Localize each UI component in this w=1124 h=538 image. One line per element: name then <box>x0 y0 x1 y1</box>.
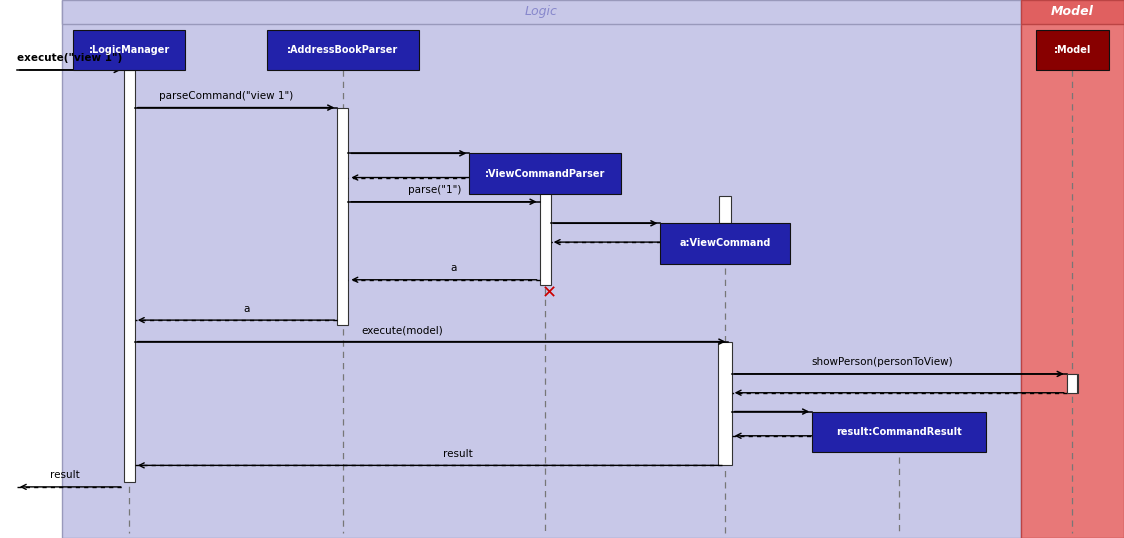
Bar <box>1036 30 1108 70</box>
Bar <box>337 108 348 325</box>
Text: execute("view 1"): execute("view 1") <box>17 53 123 63</box>
Text: parseCommand("view 1"): parseCommand("view 1") <box>158 91 293 101</box>
Text: execute(model): execute(model) <box>361 325 443 335</box>
Text: parse("1"): parse("1") <box>408 185 461 195</box>
Text: :AddressBookParser: :AddressBookParser <box>288 45 398 55</box>
Text: :Model: :Model <box>1053 45 1091 55</box>
Text: :LogicManager: :LogicManager <box>89 45 170 55</box>
Text: result: result <box>51 470 80 480</box>
Text: result:CommandResult: result:CommandResult <box>836 427 962 437</box>
Text: ✕: ✕ <box>542 284 558 302</box>
Bar <box>1068 374 1077 393</box>
Text: :ViewCommandParser: :ViewCommandParser <box>484 168 606 179</box>
Text: a: a <box>451 263 456 273</box>
Text: result: result <box>443 449 472 459</box>
Bar <box>661 223 789 264</box>
Bar <box>1021 0 1124 538</box>
Bar <box>62 0 1021 24</box>
Bar <box>73 30 185 70</box>
Bar <box>1021 0 1124 24</box>
Bar <box>812 412 987 452</box>
Bar <box>719 196 731 223</box>
Text: Logic: Logic <box>525 5 558 18</box>
Text: showPerson(personToView): showPerson(personToView) <box>812 357 953 367</box>
Bar <box>718 342 732 465</box>
Bar <box>268 30 418 70</box>
Bar <box>470 153 620 194</box>
Text: Model: Model <box>1051 5 1094 18</box>
Text: a: a <box>243 303 250 314</box>
Bar <box>1067 374 1078 393</box>
Bar <box>124 70 135 482</box>
Bar <box>540 153 551 285</box>
Bar <box>62 0 1021 538</box>
Text: a:ViewCommand: a:ViewCommand <box>679 238 771 249</box>
